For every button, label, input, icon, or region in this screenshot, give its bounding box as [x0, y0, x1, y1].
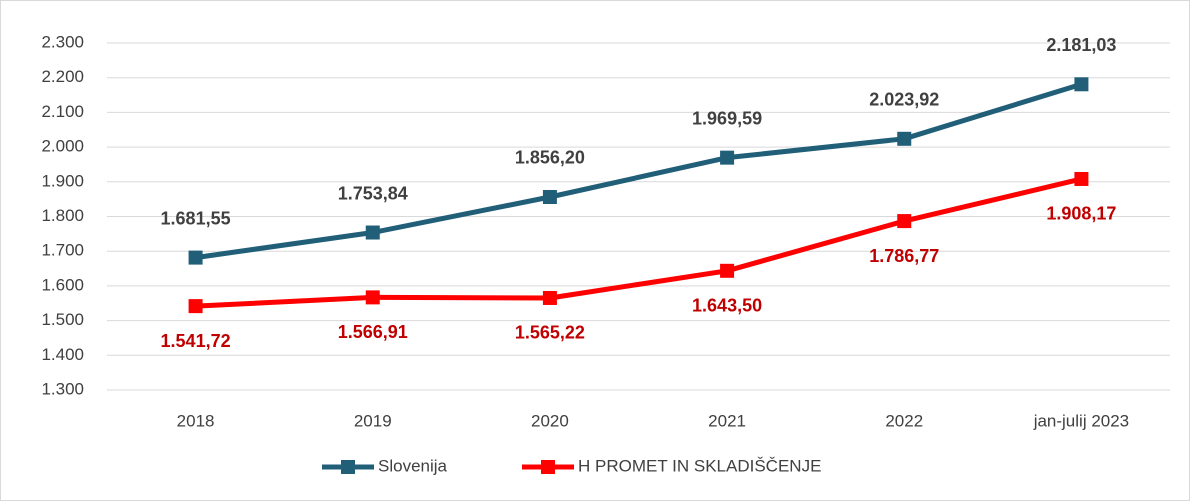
- marker: [1074, 77, 1089, 92]
- legend-label: Slovenija: [378, 456, 448, 475]
- marker: [720, 263, 735, 278]
- data-label: 1.856,20: [515, 148, 585, 168]
- x-tick-label: 2020: [531, 411, 569, 430]
- marker: [365, 225, 380, 240]
- marker: [188, 299, 203, 314]
- marker: [188, 250, 203, 265]
- x-tick-label: 2021: [708, 411, 746, 430]
- y-tick-label: 2.300: [41, 32, 84, 51]
- data-label: 1.908,17: [1046, 204, 1116, 224]
- data-label: 1.753,84: [338, 183, 408, 203]
- y-tick-label: 1.600: [41, 275, 84, 294]
- data-label: 1.643,50: [692, 296, 762, 316]
- y-tick-label: 1.900: [41, 171, 84, 190]
- marker: [542, 290, 557, 305]
- x-tick-label: 2022: [885, 411, 923, 430]
- x-tick-label: 2019: [354, 411, 392, 430]
- data-label: 1.565,22: [515, 323, 585, 343]
- data-label: 1.541,72: [161, 331, 231, 351]
- marker: [897, 131, 912, 146]
- x-tick-label: 2018: [177, 411, 215, 430]
- marker: [365, 290, 380, 305]
- y-tick-label: 1.300: [41, 379, 84, 398]
- legend-marker: [541, 460, 555, 474]
- series-line: [195, 81, 1083, 261]
- data-label: 2.181,03: [1046, 35, 1116, 55]
- data-label: 1.969,59: [692, 108, 762, 128]
- marker: [897, 214, 912, 229]
- data-label: 1.786,77: [869, 246, 939, 266]
- marker: [1074, 171, 1089, 186]
- data-label: 1.566,91: [338, 322, 408, 342]
- y-tick-label: 2.000: [41, 137, 84, 156]
- data-label: 2.023,92: [869, 90, 939, 110]
- marker: [542, 189, 557, 204]
- data-label: 1.681,55: [161, 208, 231, 228]
- y-tick-label: 1.700: [41, 241, 84, 260]
- x-tick-label: jan-julij 2023: [1033, 411, 1129, 430]
- y-tick-label: 2.200: [41, 67, 84, 86]
- series-line: [195, 176, 1082, 309]
- legend-label: H PROMET IN SKLADIŠČENJE: [578, 456, 821, 475]
- y-tick-label: 1.400: [41, 345, 84, 364]
- marker: [720, 150, 735, 165]
- y-tick-label: 2.100: [41, 102, 84, 121]
- legend-marker: [341, 460, 355, 474]
- y-tick-label: 1.500: [41, 310, 84, 329]
- y-tick-label: 1.800: [41, 206, 84, 225]
